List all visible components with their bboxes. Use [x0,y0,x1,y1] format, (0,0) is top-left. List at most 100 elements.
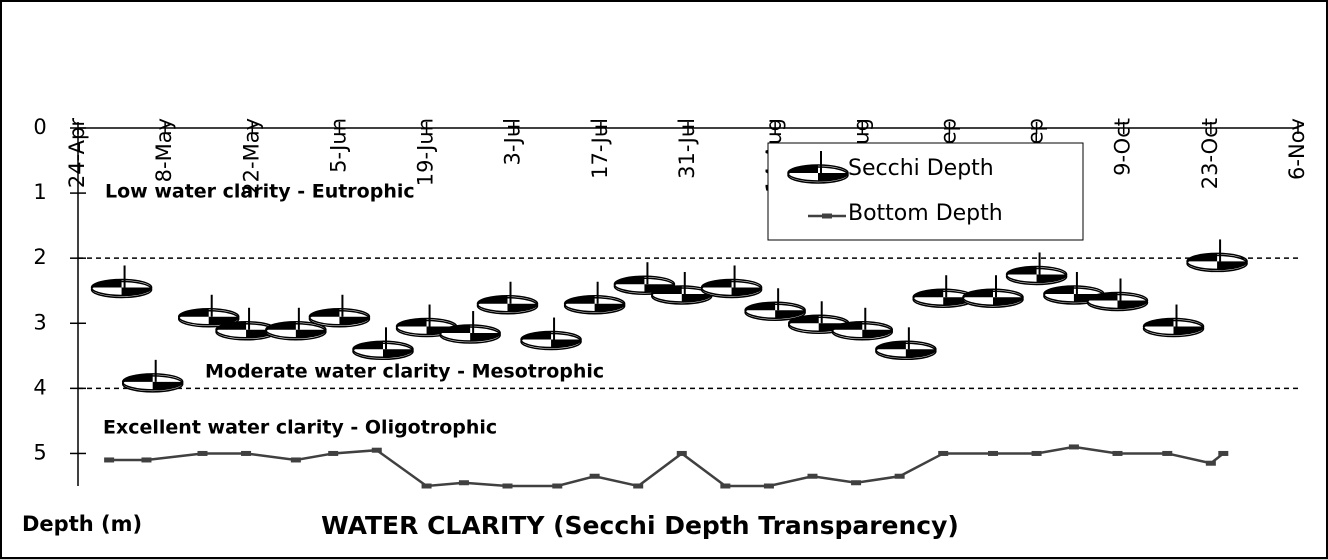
disc-quadrant [1117,300,1148,309]
secchi-marker [121,359,184,393]
x-tick-label: 5-Jun [326,118,350,173]
disc-quadrant [1087,292,1118,301]
point [938,450,949,456]
x-tick-label: 19-Jun [414,118,438,186]
disc-quadrant [383,349,413,358]
disc-quadrant [339,316,370,325]
point [633,483,644,489]
legend-label: Secchi Depth [848,156,994,181]
y-tick-label: 4 [33,375,46,399]
disc-quadrant [651,285,682,294]
disc-rim [875,340,937,359]
disc-rim [962,288,1024,306]
x-tick-label: 22-May [239,118,263,196]
disc-quadrant [178,308,209,317]
disc-quadrant [818,173,848,181]
disc-quadrant [440,325,471,334]
point [894,473,905,479]
point [371,447,382,453]
point [851,480,862,486]
point [589,473,600,479]
point [720,483,731,489]
disc-quadrant [208,316,239,325]
point [241,450,252,456]
point [458,480,469,486]
annotation: Excellent water clarity - Oligotrophic [103,417,497,439]
disc-quadrant [1187,253,1218,262]
secchi-marker [352,327,414,361]
disc-quadrant [1217,261,1248,270]
disc-quadrant [788,165,818,173]
disc-quadrant [1173,326,1204,335]
disc-quadrant [309,308,340,317]
point [988,450,998,456]
disc-quadrant [788,315,819,324]
disc-rim [831,321,894,339]
legend-swatch [787,151,849,184]
disc-quadrant [905,349,936,358]
disc-rim [700,278,763,297]
x-tick-label: 9-Oct [1111,118,1135,176]
disc-rim [439,324,501,342]
disc-quadrant [832,321,863,330]
disc-quadrant [1036,274,1067,283]
point [1068,444,1079,450]
point [1112,450,1123,456]
secchi-marker [90,265,153,299]
secchi-marker [1086,278,1149,312]
disc-quadrant [1043,285,1074,294]
legend-label: Bottom Depth [848,201,1003,226]
disc-rim [613,275,676,293]
disc-quadrant [265,321,296,330]
secchi-marker [744,288,806,322]
disc-quadrant [551,339,582,348]
disc-rim [563,294,626,313]
disc-quadrant [775,310,806,319]
point [763,483,774,489]
disc-quadrant [295,329,326,338]
disc-rim [90,278,153,297]
disc-quadrant [121,287,152,296]
secchi-marker [700,265,763,299]
disc-rim [1142,317,1205,336]
secchi-marker [1005,252,1068,286]
secchi-marker [265,307,327,341]
disc-quadrant [614,276,645,285]
disc-quadrant [1006,266,1037,275]
disc-rim [308,308,371,326]
point [676,450,687,456]
disc-quadrant [701,279,732,288]
y-axis-label: Depth (m) [22,512,142,536]
x-tick-label: 23-Oct [1198,118,1222,189]
y-tick-label: 5 [33,440,46,464]
secchi-marker [177,294,240,328]
secchi-marker [962,275,1024,308]
chart-title: WATER CLARITY (Secchi Depth Transparency… [321,511,959,540]
point [290,457,301,463]
x-tick-label: 24-Apr [65,118,89,189]
disc-quadrant [564,295,595,304]
legend-swatch [822,213,832,219]
secchi-marker [476,281,539,315]
disc-quadrant [122,373,153,382]
point [328,450,339,456]
disc-quadrant [470,333,501,342]
point [1162,450,1173,456]
disc-rim [1186,252,1248,271]
disc-quadrant [681,293,712,302]
x-tick-label: 17-Jul [588,118,612,179]
disc-quadrant [913,289,944,298]
secchi-marker [308,294,371,328]
disc-rim [744,301,806,320]
disc-quadrant [396,318,427,327]
x-tick-label: 8-May [152,118,176,182]
point [421,483,432,489]
point [1031,450,1042,456]
secchi-marker [520,317,582,351]
disc-quadrant [216,321,247,330]
y-tick-label: 3 [33,310,46,334]
disc-rim [787,164,849,182]
y-tick-label: 0 [33,115,46,139]
disc-quadrant [594,303,625,312]
